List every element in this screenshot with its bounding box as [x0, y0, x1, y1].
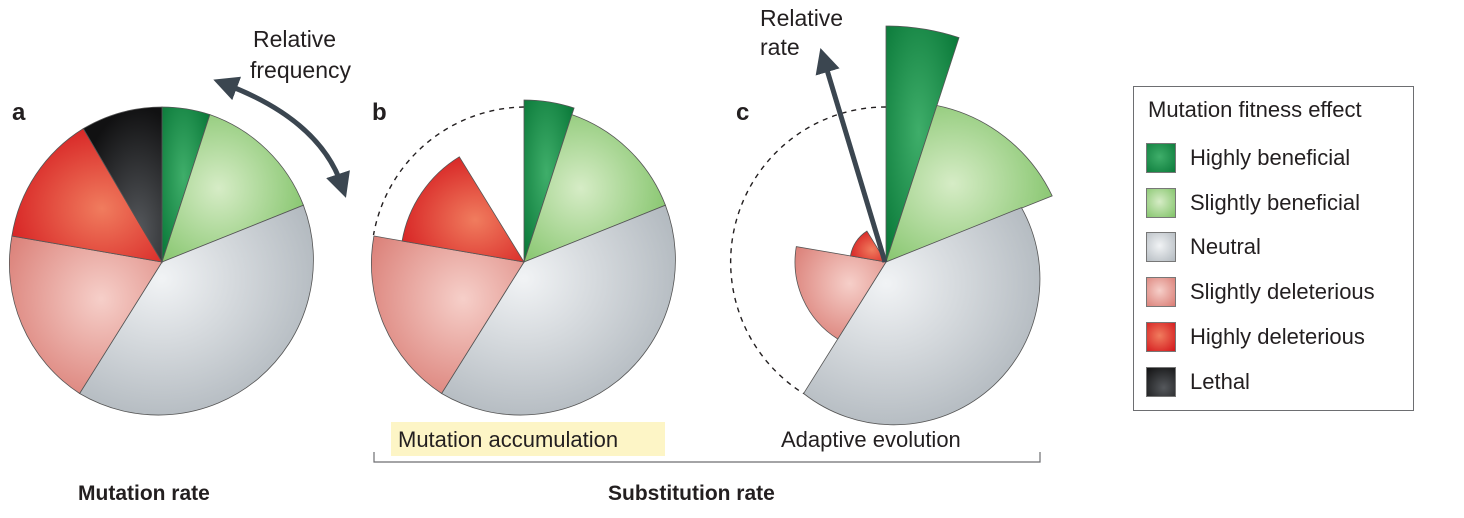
- pie-b-slice-highly-deleterious: [401, 156, 525, 263]
- mutation-accumulation-caption: Mutation accumulation: [398, 427, 618, 452]
- legend-item-slightly-deleterious: Slightly deleterious: [1146, 276, 1375, 308]
- relative-rate-label-line2: rate: [760, 34, 800, 60]
- legend-swatch-highly-beneficial: [1146, 143, 1176, 173]
- relative-frequency-label-line2: frequency: [250, 57, 352, 83]
- pie-b-slice-slightly-deleterious: [371, 235, 525, 395]
- legend-item-lethal: Lethal: [1146, 366, 1250, 398]
- pie-adaptive-evolution: [729, 25, 1053, 426]
- pie-mutation-rate: [9, 106, 314, 416]
- panel-letter-b: b: [372, 99, 387, 126]
- substitution-rate-label: Substitution rate: [608, 482, 775, 505]
- relative-rate-arrow: [815, 48, 888, 263]
- legend-swatch-slightly-deleterious: [1146, 277, 1176, 307]
- pie-a-slice-neutral: [79, 204, 314, 416]
- legend-item-slightly-beneficial: Slightly beneficial: [1146, 187, 1360, 219]
- legend-label: Slightly beneficial: [1190, 190, 1360, 215]
- pie-c-slice-highly-beneficial: [885, 25, 960, 263]
- legend-item-highly-beneficial: Highly beneficial: [1146, 142, 1350, 174]
- legend-label: Highly beneficial: [1190, 145, 1351, 170]
- pie-c-slice-highly-deleterious: [850, 230, 887, 263]
- adaptive-evolution-caption: Adaptive evolution: [781, 427, 961, 452]
- legend-swatch-slightly-beneficial: [1146, 188, 1176, 218]
- relative-frequency-arrow: [213, 76, 350, 198]
- pie-a-slice-highly-deleterious: [11, 128, 163, 263]
- pie-c-dashed-outline: [729, 106, 887, 395]
- legend-item-highly-deleterious: Highly deleterious: [1146, 321, 1365, 353]
- mutation-rate-label: Mutation rate: [78, 482, 210, 505]
- pie-a-slice-slightly-deleterious: [9, 235, 163, 395]
- legend-title: Mutation fitness effect: [1148, 97, 1362, 122]
- pie-c-slice-slightly-beneficial: [885, 105, 1053, 263]
- legend-swatch-neutral: [1146, 232, 1176, 262]
- pie-b-slice-slightly-beneficial: [523, 114, 666, 263]
- legend-label: Highly deleterious: [1190, 324, 1365, 349]
- pie-c-slice-slightly-deleterious: [794, 246, 887, 340]
- relative-rate-label-line1: Relative: [760, 5, 843, 31]
- panel-letter-a: a: [12, 99, 26, 126]
- legend-label: Neutral: [1190, 234, 1261, 259]
- pie-c-slice-neutral: [803, 207, 1041, 426]
- legend-swatch-highly-deleterious: [1146, 322, 1176, 352]
- pie-a-slice-lethal: [82, 106, 163, 264]
- relative-frequency-label-line1: Relative: [253, 26, 336, 52]
- substitution-bracket: [373, 452, 1041, 463]
- legend-label: Lethal: [1190, 369, 1250, 394]
- legend: Mutation fitness effect Highly beneficia…: [1133, 86, 1414, 411]
- pie-mutation-accumulation: [371, 99, 676, 416]
- pie-b-slice-neutral: [441, 204, 676, 416]
- legend-label: Slightly deleterious: [1190, 279, 1375, 304]
- mutation-accumulation-highlight: [391, 422, 665, 456]
- legend-swatch-lethal: [1146, 367, 1176, 397]
- panel-letter-c: c: [736, 99, 749, 126]
- legend-item-neutral: Neutral: [1146, 231, 1261, 263]
- pie-b-slice-highly-beneficial: [523, 99, 575, 263]
